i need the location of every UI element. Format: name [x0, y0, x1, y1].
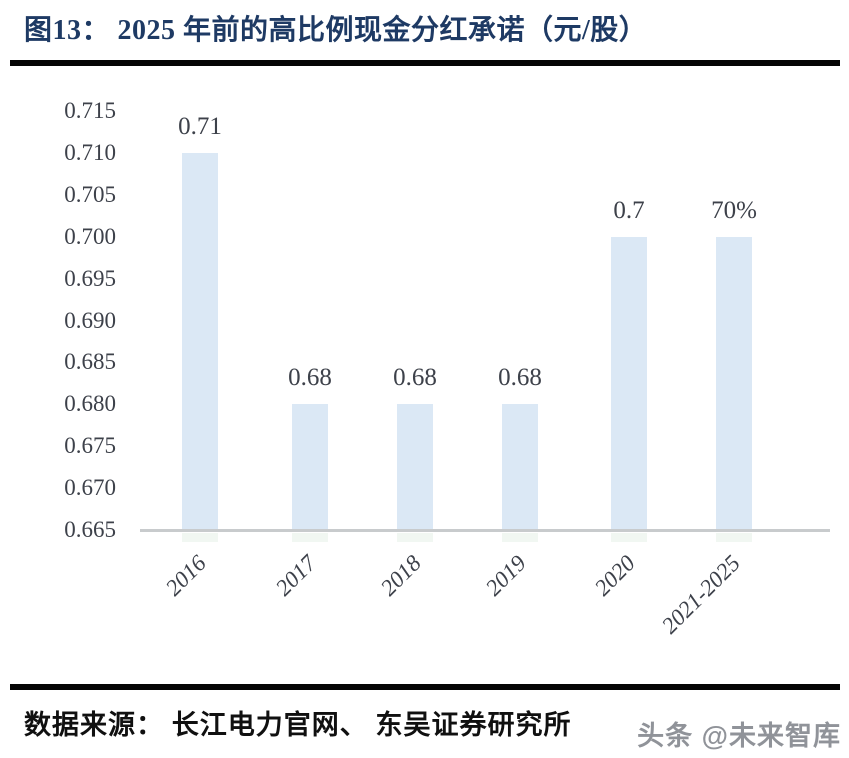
y-axis-tick-label: 0.680 — [64, 391, 116, 417]
bar-value-label: 0.7 — [613, 196, 645, 224]
bar — [182, 152, 218, 530]
bar-reflection — [716, 533, 752, 542]
bar-value-label: 0.71 — [178, 112, 222, 140]
bar-value-label: 70% — [711, 196, 757, 224]
x-axis-line — [140, 529, 830, 532]
watermark-text: 头条 @未来智库 — [637, 721, 841, 751]
y-axis-tick-label: 0.675 — [64, 433, 116, 459]
y-axis-tick-label: 0.715 — [64, 98, 116, 123]
bar — [292, 404, 328, 530]
y-axis-tick-label: 0.665 — [64, 517, 116, 542]
data-source-text: 数据来源： 长江电力官网、 东吴证券研究所 — [24, 710, 572, 740]
bar — [397, 404, 433, 530]
bar-reflection — [182, 533, 218, 542]
bar-value-label: 0.68 — [498, 364, 542, 392]
y-axis-tick-label: 0.700 — [64, 223, 116, 249]
bar — [502, 404, 538, 530]
y-axis-tick-label: 0.705 — [64, 181, 116, 207]
title-divider-line — [10, 60, 840, 66]
y-axis-tick-label: 0.690 — [64, 307, 116, 333]
y-axis-tick-label: 0.670 — [64, 475, 116, 501]
bar — [716, 236, 752, 530]
bar-value-label: 0.68 — [393, 364, 437, 392]
y-axis-tick-label: 0.685 — [64, 349, 116, 375]
footer-divider-line — [10, 684, 840, 690]
bar-reflection — [292, 533, 328, 542]
bar-reflection — [611, 533, 647, 542]
bar-reflection — [397, 533, 433, 542]
bar-value-label: 0.68 — [288, 364, 332, 392]
bar-reflection — [502, 533, 538, 542]
bar — [611, 236, 647, 530]
y-axis-tick-label: 0.695 — [64, 265, 116, 291]
y-axis-tick-label: 0.710 — [64, 139, 116, 165]
figure-title: 图13： 2025 年前的高比例现金分红承诺（元/股） — [24, 15, 648, 46]
